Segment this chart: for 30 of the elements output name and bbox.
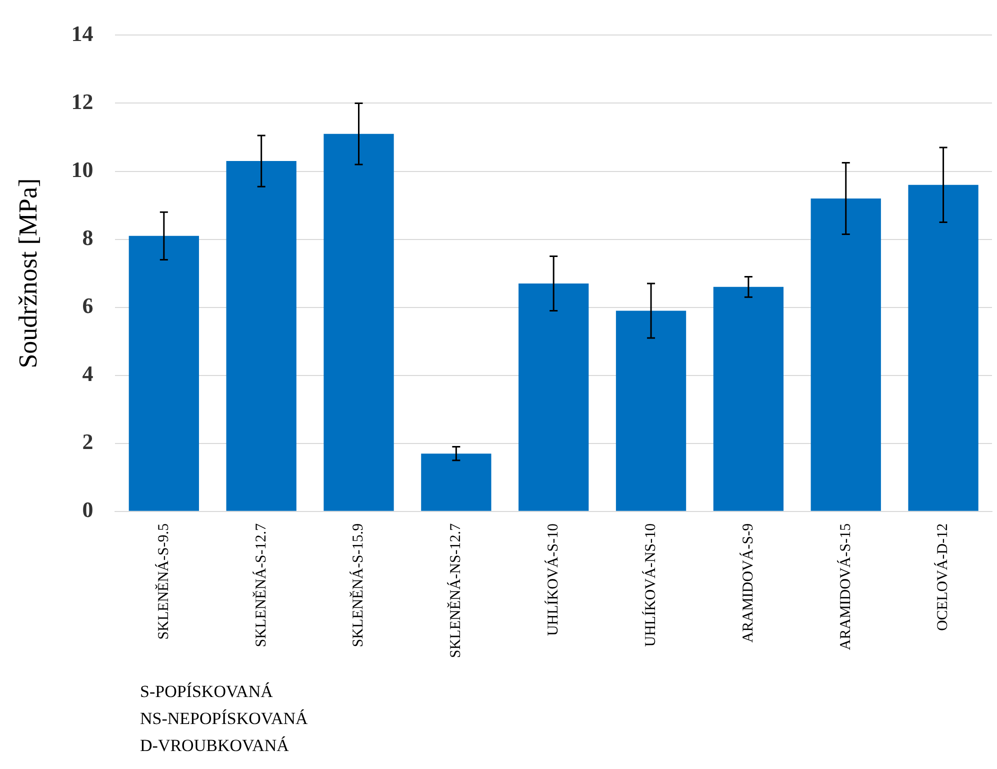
text: D-VROUBKOVANÁ bbox=[140, 735, 290, 757]
bar bbox=[518, 284, 589, 511]
bar bbox=[713, 286, 784, 511]
bar bbox=[908, 184, 978, 511]
y-tick-label: 8 bbox=[82, 224, 94, 250]
x-tick-label: SKLENĚNÁ-S-15.9 bbox=[350, 523, 367, 648]
y-tick-label: 14 bbox=[71, 20, 94, 46]
text: S-POPÍSKOVANÁ bbox=[140, 681, 274, 703]
x-tick-label: ARAMIDOVÁ-S-15 bbox=[836, 523, 854, 650]
y-tick-label: 10 bbox=[71, 156, 94, 182]
text: NS-NEPOPÍSKOVANÁ bbox=[140, 708, 308, 730]
y-tick-label: 2 bbox=[82, 429, 94, 454]
bar bbox=[128, 236, 199, 511]
bar bbox=[810, 198, 881, 511]
y-tick-label: 0 bbox=[82, 497, 94, 522]
y-tick-label: 12 bbox=[71, 88, 94, 114]
x-tick-label: ARAMIDOVÁ-S-9 bbox=[739, 523, 756, 643]
bar bbox=[421, 454, 492, 511]
x-tick-label: UHLÍKOVÁ-NS-10 bbox=[642, 523, 659, 647]
y-tick-label: 4 bbox=[82, 361, 94, 386]
x-tick-label: OCELOVÁ-D-12 bbox=[934, 523, 952, 631]
bar bbox=[324, 134, 394, 511]
y-tick-label: 6 bbox=[82, 293, 94, 318]
bar bbox=[616, 310, 686, 511]
x-tick-label: SKLENĚNÁ-S-12.7 bbox=[252, 522, 270, 648]
y-axis-title: Soudržnost [MPa] bbox=[13, 178, 42, 368]
bar bbox=[226, 161, 296, 511]
x-tick-label: UHLÍKOVÁ-S-10 bbox=[544, 523, 562, 636]
x-tick-label: SKLENĚNÁ-NS-12.7 bbox=[447, 522, 464, 658]
x-tick-label: SKLENĚNÁ-S-9.5 bbox=[154, 523, 172, 640]
